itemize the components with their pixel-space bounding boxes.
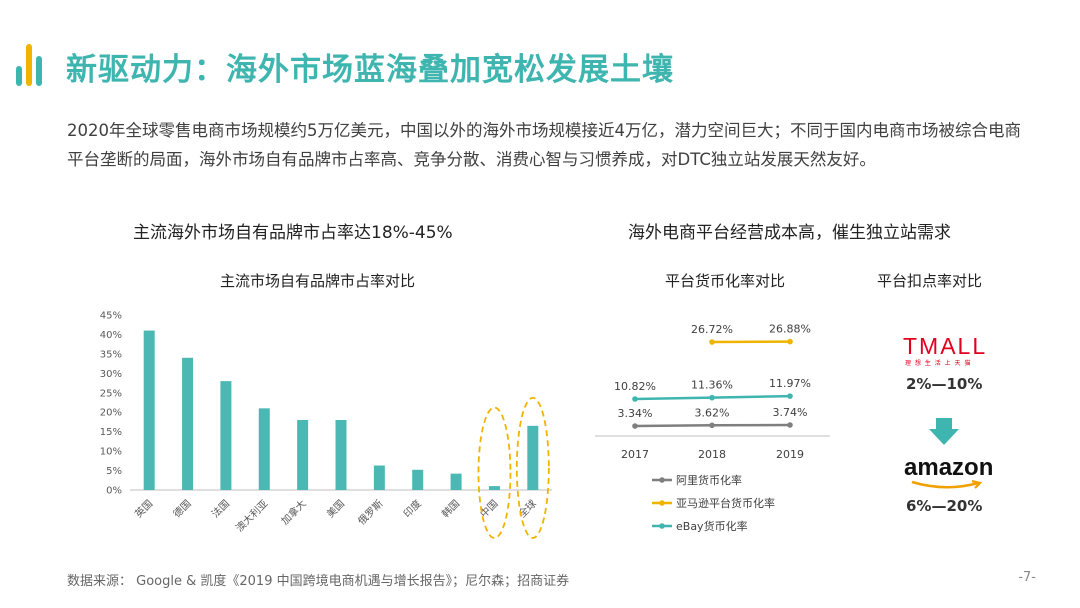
y-tick-label: 15% (100, 427, 122, 438)
x-tick-label: 英国 (132, 497, 155, 520)
x-tick-label: 俄罗斯 (355, 497, 385, 527)
page-title: 新驱动力：海外市场蓝海叠加宽松发展土壤 (66, 52, 674, 88)
monetization-line-chart: 2017 2018 2019 3.34% 3.62% 3.74% 阿里货币化率 26.72% 2… (595, 323, 830, 533)
data-label: 3.34% (618, 407, 653, 420)
y-tick-label: 25% (100, 388, 122, 399)
data-label: 10.82% (614, 380, 656, 393)
y-tick-label: 0% (106, 486, 122, 497)
x-tick-label: 美国 (324, 497, 347, 520)
brand-bars-icon (16, 42, 46, 86)
x-tick-label: 2017 (621, 448, 649, 461)
tmall-rate: 2%—10% (906, 375, 983, 393)
y-tick-label: 45% (100, 311, 122, 322)
commission-title: 平台扣点率对比 (877, 272, 983, 290)
down-arrow-icon (929, 418, 959, 445)
highlight-ellipse (477, 406, 512, 539)
x-tick-label: 全球 (516, 497, 539, 520)
legend-marker (659, 523, 665, 529)
bar (297, 420, 309, 490)
bar (182, 357, 194, 490)
data-point (787, 393, 793, 399)
highlight-ellipse (515, 396, 550, 539)
bar (143, 330, 155, 490)
series-line (711, 394, 791, 399)
data-label: 3.62% (695, 406, 730, 419)
data-point (787, 422, 793, 428)
x-tick-label: 印度 (401, 497, 424, 520)
series-line (634, 396, 713, 401)
y-tick-label: 35% (100, 349, 122, 360)
source-note: 数据来源： Google & 凯度《2019 中国跨境电商机遇与增长报告》；尼尔… (67, 574, 570, 589)
legend-marker (659, 500, 665, 506)
legend-label: 亚马逊平台货币化率 (676, 496, 775, 510)
series-line (634, 424, 713, 428)
bar (373, 465, 385, 490)
legend-marker (659, 477, 665, 483)
bar (488, 486, 500, 490)
legend-label: eBay货币化率 (676, 519, 748, 533)
x-tick-label: 澳大利亚 (233, 497, 270, 534)
intro-paragraph: 2020年全球零售电商市场规模约5万亿美元，中国以外的海外市场规模接近4万亿，潜… (67, 121, 1021, 169)
data-label: 26.72% (691, 323, 733, 336)
x-tick-label: 2019 (776, 448, 804, 461)
x-tick-label: 加拿大 (278, 497, 308, 527)
data-label: 3.74% (773, 406, 808, 419)
y-tick-label: 30% (100, 369, 122, 380)
left-subheading: 主流海外市场自有品牌市占率达18%-45% (133, 223, 453, 243)
y-tick-label: 20% (100, 408, 122, 419)
right-subheading: 海外电商平台经营成本高，催生独立站需求 (628, 223, 951, 243)
line-chart-title: 平台货币化率对比 (665, 272, 786, 290)
bar-chart-title: 主流市场自有品牌市占率对比 (220, 272, 416, 290)
bar (527, 425, 539, 490)
data-point (709, 394, 715, 401)
amazon-rate: 6%—20% (906, 497, 983, 515)
bar (220, 381, 232, 490)
bar (335, 420, 347, 490)
data-label: 11.36% (691, 379, 733, 392)
bar (412, 469, 424, 490)
y-tick-label: 40% (100, 330, 122, 341)
x-tick-label: 法国 (209, 497, 232, 520)
y-tick-label: 5% (106, 466, 122, 477)
x-tick-label: 德国 (170, 497, 193, 520)
amazon-logo: amazon (904, 456, 993, 490)
page-number: -7- (1018, 570, 1036, 585)
tmall-logo: TMALL 理 想 生 活 上 天 猫 (903, 333, 988, 367)
share-bar-chart: 0% 5% 10% 15% 20% 25% 30% 35% 40% 45% 英国 德国 法国 澳大利亚 加拿… (100, 311, 552, 539)
legend-label: 阿里货币化率 (676, 473, 742, 487)
y-tick-label: 10% (100, 447, 122, 458)
x-tick-label: 2018 (698, 448, 726, 461)
bar (258, 408, 270, 490)
data-label: 11.97% (769, 377, 811, 390)
data-label: 26.88% (769, 323, 811, 336)
bar (450, 473, 462, 490)
x-tick-label: 韩国 (439, 497, 462, 520)
data-point (787, 338, 793, 345)
